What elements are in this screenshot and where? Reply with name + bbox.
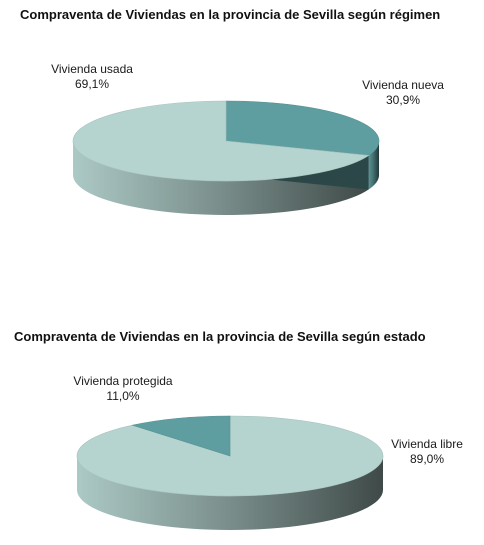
pie-top — [76, 415, 384, 497]
slice-value-label: 11,0% — [106, 389, 139, 403]
slice-value-label: 69,1% — [75, 77, 109, 91]
pie-slice-side — [77, 456, 383, 530]
pie-slice-side — [368, 141, 379, 190]
slice-label: Vivienda libre — [391, 437, 463, 451]
pie-slice-side — [73, 141, 369, 215]
pie-sides — [77, 456, 383, 530]
pie-chart-regimen: Compraventa de Viviendas en la provincia… — [0, 0, 484, 270]
chart-title: Compraventa de Viviendas en la provincia… — [20, 7, 441, 22]
slice-label: Vivienda nueva — [362, 78, 444, 92]
pie-top — [72, 100, 380, 182]
pie-chart-estado: Compraventa de Viviendas en la provincia… — [0, 318, 484, 545]
pie-slice — [131, 415, 231, 457]
pie-slice — [225, 100, 380, 156]
slice-label: Vivienda protegida — [73, 374, 173, 388]
slice-label: Vivienda usada — [51, 62, 133, 76]
chart-title: Compraventa de Viviendas en la provincia… — [14, 329, 426, 344]
slice-value-label: 89,0% — [410, 452, 444, 466]
slice-value-label: 30,9% — [386, 93, 420, 107]
pie-slice — [72, 100, 370, 182]
